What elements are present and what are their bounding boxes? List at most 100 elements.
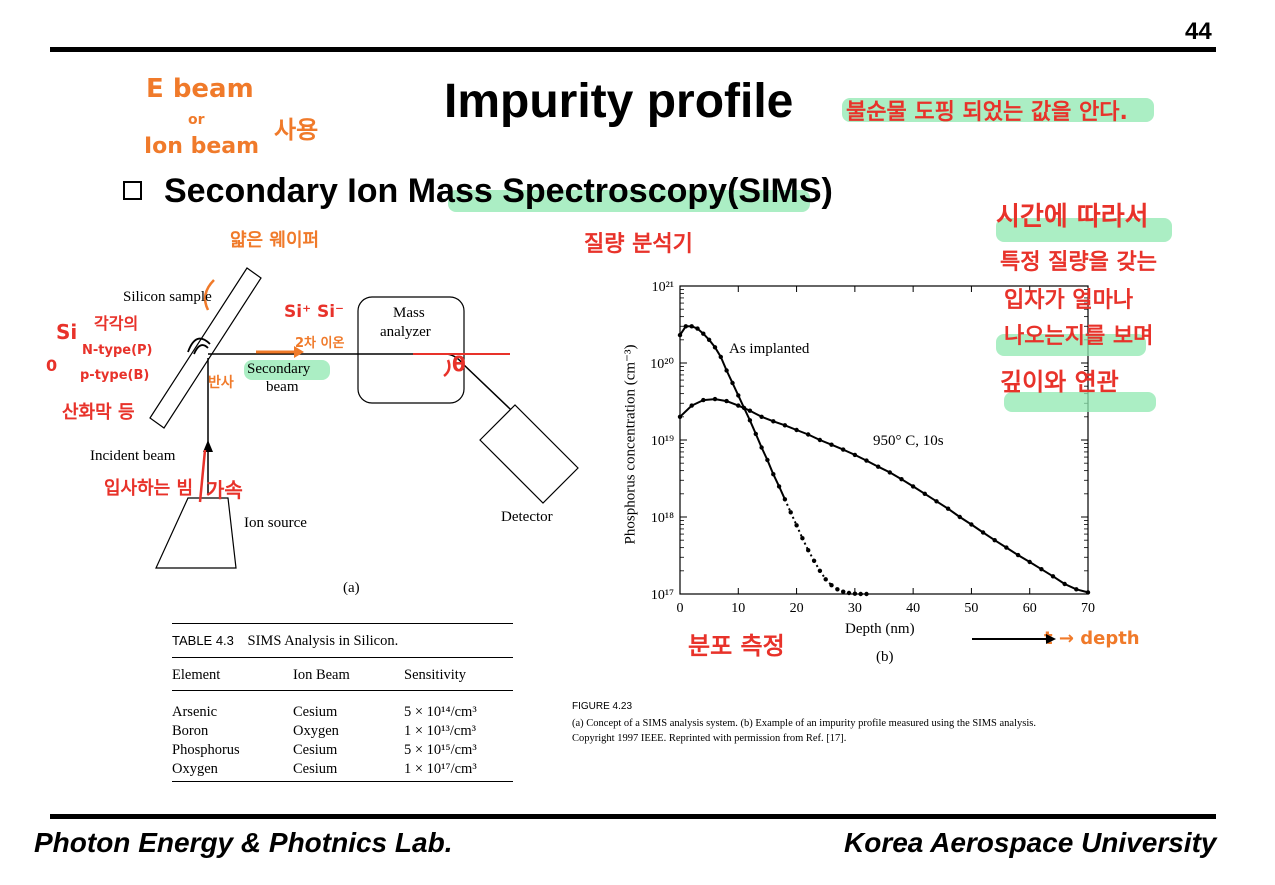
mass-analyzer-box [357,296,465,404]
x-tick-label: 60 [1023,601,1037,616]
table-header-cell: Element [172,667,221,683]
series-segment [842,590,850,594]
t-depth-arrow-icon [972,634,1056,644]
table-bottom-rule [172,781,513,782]
table-title: TABLE 4.3 SIMS Analysis in Silicon. [172,633,398,650]
si-note: Si [56,320,78,344]
series-segment [737,394,746,409]
y-tick-label: 10¹⁸ [651,511,674,526]
series-2 [677,396,1091,595]
mass-analyzer-note: 질량 분석기 [584,232,693,257]
series-segment [743,407,751,421]
series-segment [924,492,938,503]
figure-caption-1: (a) Concept of a SIMS analysis system. (… [572,718,1036,729]
p-type-note: p-type(B) [80,368,150,383]
series-segment [725,370,734,384]
table-cell: Cesium [293,704,338,720]
table-row: Boron Oxygen 1 × 10¹³/cm³ [172,722,513,741]
mass-analyzer-label-1: Mass [393,305,425,321]
ion-source-label: Ion source [244,515,307,531]
mass-analyzer-label-2: analyzer [380,324,431,340]
series-segment [994,539,1007,549]
time-note-highlight-2 [996,334,1146,356]
slide-title: Impurity profile [444,75,794,128]
series-segment [795,524,804,539]
chart-xlabel: Depth (nm) [845,621,915,637]
detector-box [479,404,579,504]
section-bullet: Secondary Ion Mass Spectroscopy(SIMS) [164,172,833,210]
table-top-rule [172,623,513,624]
data-point [1085,590,1091,595]
table-cell: Cesium [293,742,338,758]
zero-note: 0 [46,356,58,375]
series-segment [848,592,856,595]
series-segment [1040,568,1054,578]
chart-ylabel: Phosphorus concentration (cm⁻³) [622,344,639,545]
angle-note: θ [452,352,466,376]
orange-pointer [203,279,215,311]
table-header-rule-top [172,657,513,658]
ion-source-shape [155,497,237,569]
footer-lab-name: Photon Energy & Photnics Lab. [34,827,453,858]
figure-caption-2: Copyright 1997 IEEE. Reprinted with perm… [572,733,847,744]
time-note-1: 시간에 따라서 [996,202,1149,232]
chart-caption: (b) [876,649,894,665]
series-segment [900,478,914,488]
footer-university: Korea Aerospace University [844,827,1217,858]
diagram-caption: (a) [343,580,360,596]
time-note-5: 깊이와 연관 [1000,368,1119,396]
table-header-cell: Sensitivity [404,667,467,683]
series-segment [912,485,926,495]
time-note-4: 나오는지를 보며 [1004,324,1154,349]
series-segment [731,382,740,396]
secondary-beam-label-1: Secondary [247,361,311,377]
red-angle-arc [443,359,451,377]
y-tick-label: 10²¹ [652,280,674,295]
incident-beam-arrow [203,440,213,452]
series-segment [778,485,786,500]
series-segment [935,500,949,510]
y-tick-label: 10¹⁹ [651,434,674,449]
series-segment [754,433,763,448]
table-cell: Phosphorus [172,742,240,758]
accel-note: 가속 [206,478,243,502]
series-segment [760,447,769,461]
n-type-note: N-type(P) [82,343,153,358]
x-tick-label: 0 [677,601,684,616]
series-segment [679,404,693,418]
e-beam-note: E beam [146,74,254,104]
x-tick-label: 30 [848,601,862,616]
series-segment [970,523,984,534]
series-segment [801,537,810,551]
x-tick-label: 20 [790,601,804,616]
series-segment [1017,554,1031,563]
series-segment [766,459,775,475]
series-segment [813,560,821,572]
table-cell: 5 × 10¹⁵/cm³ [404,742,477,758]
table-row: Arsenic Cesium 5 × 10¹⁴/cm³ [172,703,513,722]
series-segment [789,511,798,526]
figure-label: FIGURE 4.23 [572,701,633,712]
table-row: Phosphorus Cesium 5 × 10¹⁵/cm³ [172,741,513,760]
x-tick-label: 40 [906,601,920,616]
table-cell: Cesium [293,761,338,777]
secondary-beam-label-2: beam [266,379,299,395]
table-header-rule-bottom [172,690,513,691]
sims-diagram [149,267,579,569]
incident-note: 입사하는 빔 [104,478,194,499]
or-note: or [188,112,205,128]
y-tick-label: 10¹⁷ [651,588,674,603]
series-segment [982,531,996,542]
series-segment [748,419,757,435]
series-segment [772,473,781,487]
series-segment [947,507,961,518]
bullet-highlight [448,190,810,212]
ion-beam-note: Ion beam [144,134,260,159]
table-cell: 5 × 10¹⁴/cm³ [404,704,477,720]
table-cell: Boron [172,723,209,739]
bottom-rule [50,814,1216,819]
thin-foil-note: 얇은 웨이퍼 [230,230,320,251]
incident-beam-label: Incident beam [90,448,176,464]
table-header-cell: Ion Beam [293,667,350,683]
